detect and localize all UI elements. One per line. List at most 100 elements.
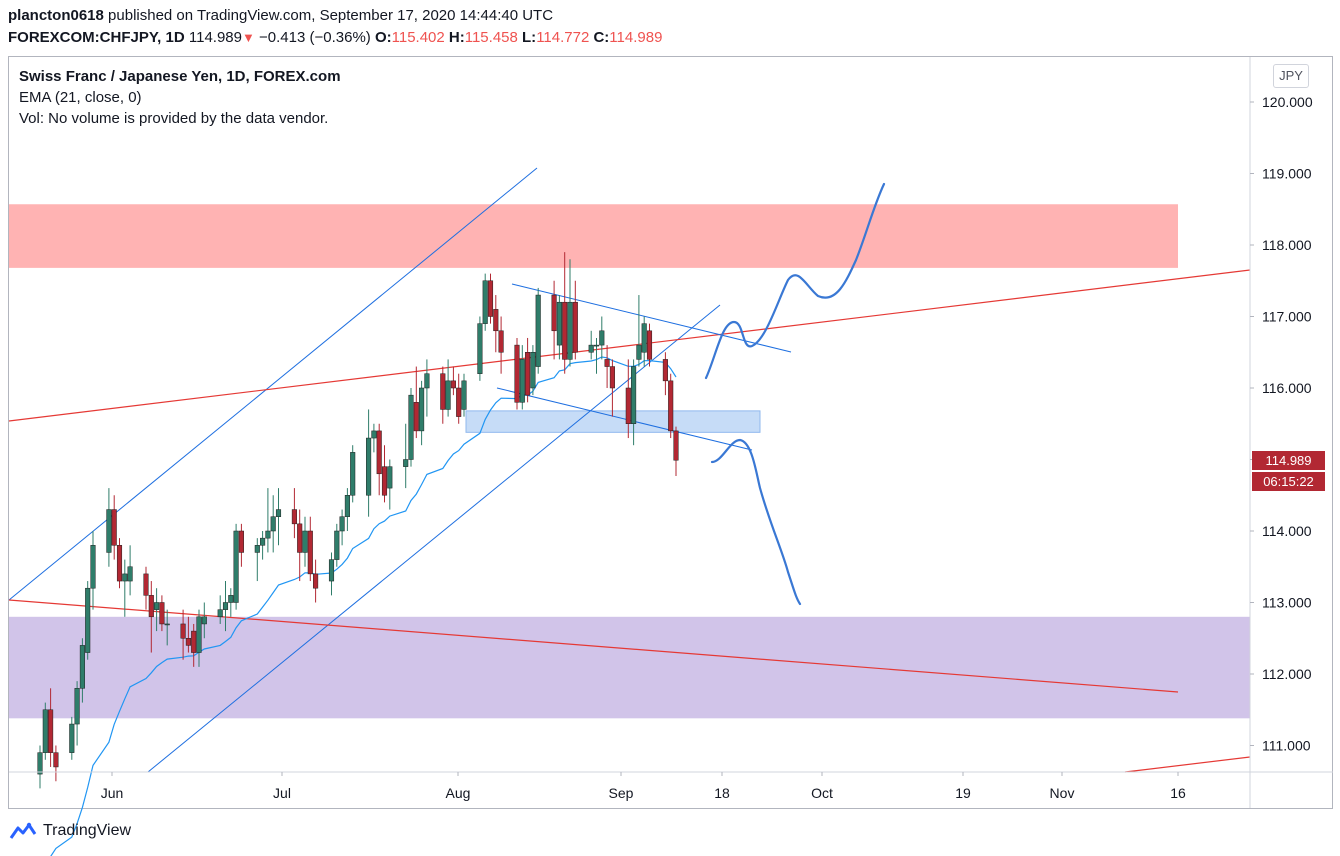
candle-down <box>525 352 531 396</box>
price-change: −0.413 (−0.36%) <box>259 29 371 46</box>
lower-red-line <box>1124 756 1251 773</box>
candle-up <box>275 509 282 517</box>
candle-up <box>371 430 377 439</box>
high-label: H: <box>448 29 465 46</box>
candle-down <box>440 373 446 410</box>
candle-up <box>403 459 409 467</box>
close-label: C: <box>593 29 610 46</box>
time-tick-label: 16 <box>1170 785 1186 801</box>
candle-up <box>535 294 541 367</box>
candle-down <box>297 523 303 553</box>
support-zone <box>9 616 1250 719</box>
candle-up <box>85 587 91 653</box>
bullish-projection-path <box>704 182 886 380</box>
candle-up <box>302 530 308 553</box>
candle-down <box>450 380 456 389</box>
candle-up <box>222 602 229 610</box>
candle-down <box>180 623 186 639</box>
candle-up <box>228 595 234 603</box>
low-value: 114.772 <box>536 29 590 46</box>
time-tick-label: Jul <box>273 785 291 801</box>
candle-down <box>562 301 568 360</box>
candle-up <box>366 437 372 496</box>
candle-down <box>159 602 165 625</box>
bar-countdown-tag: 06:15:22 <box>1252 472 1325 491</box>
candle-down <box>668 380 674 432</box>
candle-down <box>291 509 297 525</box>
footer-brand[interactable]: TradingView <box>9 822 131 840</box>
upper-channel-line <box>8 167 538 601</box>
candle-down <box>191 630 197 653</box>
ema-legend[interactable]: EMA (21, close, 0) <box>19 89 142 106</box>
candle-down <box>143 573 149 596</box>
candle-up <box>122 573 128 582</box>
candle-down <box>376 430 382 475</box>
candle-down <box>185 638 191 646</box>
candle-up <box>233 530 239 603</box>
candle-up <box>461 380 467 410</box>
high-value: 115.458 <box>464 29 518 46</box>
candle-up <box>599 330 605 346</box>
author-name[interactable]: plancton0618 <box>8 7 104 24</box>
volume-legend: Vol: No volume is provided by the data v… <box>19 110 329 127</box>
candle-up <box>519 359 525 403</box>
time-tick-label: Jun <box>101 785 124 801</box>
retest-zone <box>465 410 761 433</box>
candle-down <box>53 752 59 768</box>
price-tick-label: 116.000 <box>1262 380 1312 396</box>
candle-up <box>42 709 48 753</box>
chart-frame[interactable] <box>8 56 1333 809</box>
time-tick-label: Sep <box>609 785 634 801</box>
candle-down <box>238 530 244 553</box>
symbol-ohlc-line: FOREXCOM:CHFJPY, 1D 114.989▼ −0.413 (−0.… <box>8 29 662 46</box>
open-value: 115.402 <box>391 29 445 46</box>
candle-down <box>116 545 123 582</box>
published-text: published on TradingView.com, September … <box>103 7 554 24</box>
publication-line: plancton0618 published on TradingView.co… <box>8 7 553 24</box>
candle-up <box>265 530 271 539</box>
resistance-zone <box>9 204 1178 268</box>
price-tick-label: 117.000 <box>1262 309 1312 325</box>
candle-up <box>74 688 80 725</box>
candle-up <box>79 645 85 689</box>
last-price-tag: 114.989 <box>1252 451 1325 470</box>
low-label: L: <box>522 29 537 46</box>
change-down-icon: ▼ <box>241 30 255 45</box>
candle-up <box>350 452 356 496</box>
bearish-projection-path <box>710 438 802 606</box>
open-label: O: <box>374 29 392 46</box>
candle-up <box>90 545 96 589</box>
wedge-lower-line <box>496 387 753 451</box>
candle-up <box>217 609 223 618</box>
ema-line <box>50 356 677 856</box>
candle-down <box>307 530 313 575</box>
candle-up <box>201 616 207 625</box>
candle-up <box>636 344 642 360</box>
candle-up <box>196 616 202 653</box>
candle-up <box>556 301 562 346</box>
time-tick-label: Aug <box>446 785 471 801</box>
candle-up <box>408 394 414 460</box>
candle-down <box>551 294 557 332</box>
candle-up <box>419 387 425 432</box>
candle-up <box>127 566 133 582</box>
candle-up <box>154 602 160 610</box>
candle-down <box>111 509 117 546</box>
time-tick-label: 19 <box>955 785 971 801</box>
candle-down <box>673 430 679 461</box>
currency-button[interactable]: JPY <box>1273 64 1309 88</box>
candle-down <box>662 359 668 382</box>
lower-channel-line <box>147 304 721 773</box>
footer-brand-label: TradingView <box>43 822 132 839</box>
candle-up <box>328 559 335 582</box>
candle-up <box>482 280 488 324</box>
price-tick-label: 120.000 <box>1262 94 1313 110</box>
candle-up <box>37 752 43 775</box>
time-tick-label: Nov <box>1050 785 1075 801</box>
time-tick-label: 18 <box>714 785 730 801</box>
tradingview-logo-icon <box>9 822 37 839</box>
chart-title: Swiss Franc / Japanese Yen, 1D, FOREX.co… <box>19 68 341 85</box>
candle-down <box>514 344 520 403</box>
candle-up <box>641 323 647 353</box>
